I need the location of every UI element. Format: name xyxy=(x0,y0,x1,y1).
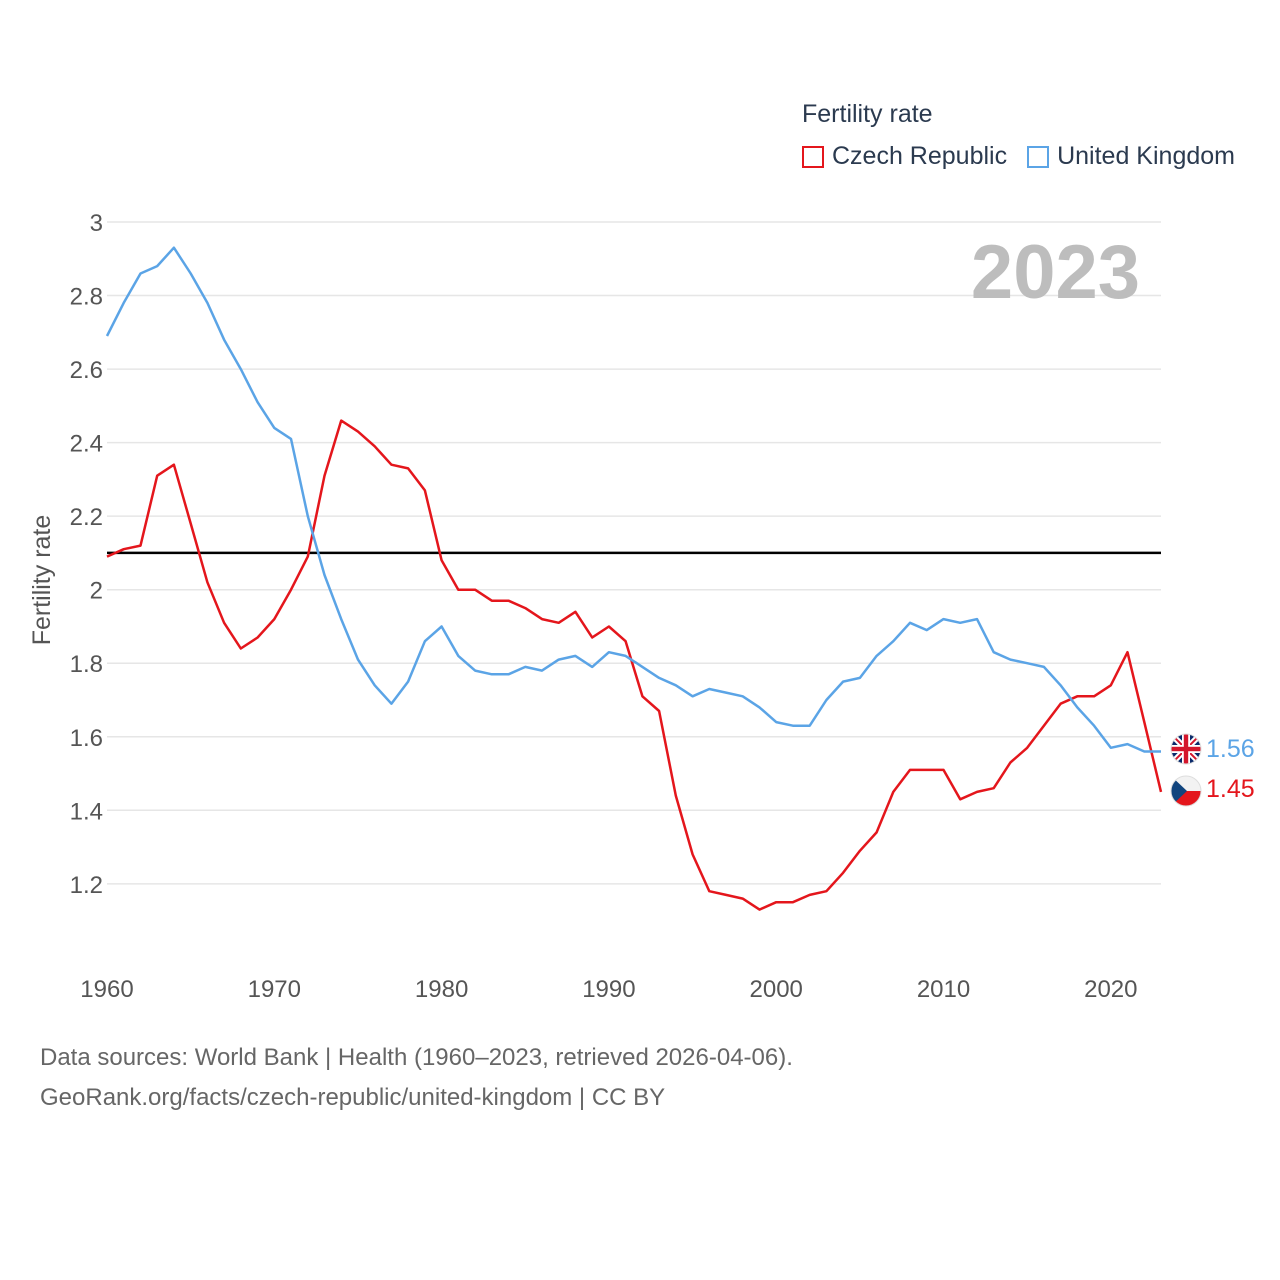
y-tick-label: 2.8 xyxy=(70,284,103,311)
legend-label: Czech Republic xyxy=(832,142,1008,170)
uk-end-value: 1.56 xyxy=(1206,735,1255,763)
x-tick-label: 1960 xyxy=(80,976,133,1003)
czech-end-value: 1.45 xyxy=(1206,775,1255,803)
y-tick-label: 3 xyxy=(90,210,103,237)
x-tick-label: 1990 xyxy=(582,976,635,1003)
series-line-czech-republic xyxy=(106,419,1163,911)
y-tick-label: 1.6 xyxy=(70,725,103,752)
legend: Czech Republic United Kingdom xyxy=(802,142,1255,171)
y-tick-label: 1.8 xyxy=(70,651,103,678)
grid xyxy=(107,221,1161,885)
y-tick-label: 2 xyxy=(90,578,103,605)
y-tick-label: 2.2 xyxy=(70,504,103,531)
x-axis-ticks: 1960 1970 1980 1990 2000 2010 2020 xyxy=(80,976,1137,1003)
y-axis-label: Fertility rate xyxy=(28,515,56,646)
x-tick-label: 1970 xyxy=(248,976,301,1003)
series-line-united-kingdom xyxy=(105,246,1161,753)
y-tick-label: 2.4 xyxy=(70,431,103,458)
data-sources-note: Data sources: World Bank | Health (1960–… xyxy=(40,1044,793,1071)
x-tick-label: 2020 xyxy=(1084,976,1137,1003)
x-tick-label: 2000 xyxy=(750,976,803,1003)
x-tick-label: 2010 xyxy=(917,976,970,1003)
legend-label: United Kingdom xyxy=(1057,142,1235,170)
attribution-link[interactable]: GeoRank.org/facts/czech-republic/united-… xyxy=(40,1084,666,1111)
czech-republic-swatch xyxy=(802,145,824,168)
series-lines xyxy=(105,246,1163,911)
united-kingdom-swatch xyxy=(1027,145,1050,168)
y-tick-label: 1.2 xyxy=(70,872,103,899)
y-axis-ticks: 1.2 1.4 1.6 1.8 2 2.2 2.4 2.6 2.8 3 xyxy=(70,210,103,899)
uk-flag-icon xyxy=(1170,733,1202,765)
legend-item-united-kingdom[interactable]: United Kingdom xyxy=(1027,142,1235,171)
y-tick-label: 2.6 xyxy=(70,357,103,384)
x-tick-label: 1980 xyxy=(415,976,468,1003)
czech-flag-icon xyxy=(1170,775,1202,807)
year-label: 2023 xyxy=(971,230,1140,315)
legend-title: Fertility rate xyxy=(802,100,933,128)
y-tick-label: 1.4 xyxy=(70,798,103,825)
legend-item-czech-republic[interactable]: Czech Republic xyxy=(802,142,1007,171)
